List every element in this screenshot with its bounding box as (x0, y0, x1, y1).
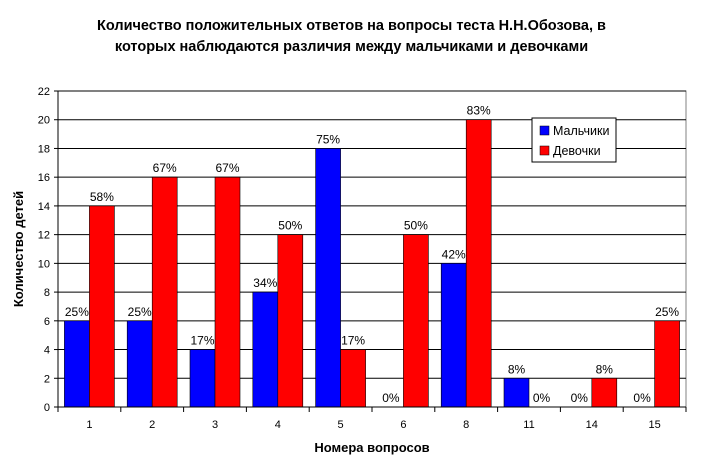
data-label-girls: 67% (215, 161, 239, 175)
bar-girls (591, 377, 618, 408)
bar-boys (503, 377, 530, 408)
bar-girls (89, 205, 115, 408)
x-tick-label: 2 (149, 419, 155, 431)
y-tick-label: 18 (38, 143, 50, 155)
y-tick-label: 6 (44, 316, 50, 328)
data-label-girls: 50% (278, 219, 302, 233)
data-labels: 25% 25% 17% 34% 75% 0% 42% 8% 0% 0% 58% 67% 67% 50% 17… (65, 104, 680, 405)
bar-boys (64, 320, 90, 408)
bar-girls (654, 320, 680, 408)
bar-girls (403, 234, 429, 408)
x-tick-label: 3 (212, 419, 218, 431)
y-tick-label: 10 (38, 258, 50, 270)
x-tick-label: 8 (463, 419, 469, 431)
data-label-boys: 42% (442, 247, 466, 261)
x-tick-label: 11 (523, 419, 534, 431)
data-label-girls: 25% (655, 305, 679, 319)
y-tick-label: 8 (44, 287, 50, 299)
y-tick-label: 0 (44, 402, 50, 414)
legend-label-girls: Девочки (553, 144, 601, 158)
data-label-girls: 58% (90, 190, 114, 204)
bar-girls (340, 349, 366, 408)
data-label-girls: 50% (404, 219, 428, 233)
bar-girls (277, 234, 304, 408)
bar-boys (252, 291, 279, 408)
data-label-girls: 83% (467, 104, 491, 118)
bar-girls (151, 176, 178, 408)
data-label-boys: 75% (316, 132, 340, 146)
y-tick-label: 2 (44, 373, 50, 385)
bar-boys (315, 148, 341, 408)
x-tick-label: 5 (338, 419, 344, 431)
chart-title: Количество положительных ответов на вопр… (0, 16, 703, 58)
x-tick-label: 6 (400, 419, 406, 431)
x-tick-label: 1 (86, 419, 92, 431)
y-axis-title: Количество детей (11, 191, 26, 307)
legend-swatch-boys (539, 125, 550, 136)
data-label-girls: 67% (153, 161, 177, 175)
data-label-boys: 0% (571, 391, 589, 405)
bar-girls (465, 119, 492, 408)
legend-label-boys: Мальчики (553, 124, 609, 138)
legend-swatch-girls (539, 145, 550, 156)
x-tick-label: 15 (648, 419, 660, 431)
y-tick-label: 12 (38, 230, 50, 242)
bar-girls (214, 176, 241, 408)
y-tick-label: 14 (38, 201, 50, 213)
bar-boys (440, 263, 467, 408)
data-label-boys: 25% (128, 305, 152, 319)
x-axis-title: Номера вопросов (314, 440, 429, 455)
data-label-girls: 17% (341, 334, 365, 348)
y-tick-label: 16 (38, 172, 50, 184)
data-label-boys: 25% (65, 305, 89, 319)
data-label-boys: 0% (633, 391, 651, 405)
data-label-girls: 8% (596, 362, 614, 376)
x-tick-label: 4 (275, 419, 281, 431)
y-tick-label: 20 (38, 115, 50, 127)
data-label-boys: 17% (190, 334, 214, 348)
y-tick-label: 4 (44, 345, 50, 357)
data-label-girls: 0% (533, 391, 551, 405)
data-label-boys: 0% (382, 391, 400, 405)
chart-title-line-2: которых наблюдаются различия между мальч… (114, 39, 589, 55)
bar-boys (126, 320, 153, 408)
x-tick-label: 14 (586, 419, 598, 431)
legend: Мальчики Девочки (531, 117, 617, 163)
data-label-boys: 34% (253, 276, 277, 290)
y-tick-label: 22 (38, 86, 50, 98)
chart-title-line-1: Количество положительных ответов на вопр… (97, 18, 606, 34)
data-label-boys: 8% (508, 362, 526, 376)
bar-boys (189, 349, 216, 408)
